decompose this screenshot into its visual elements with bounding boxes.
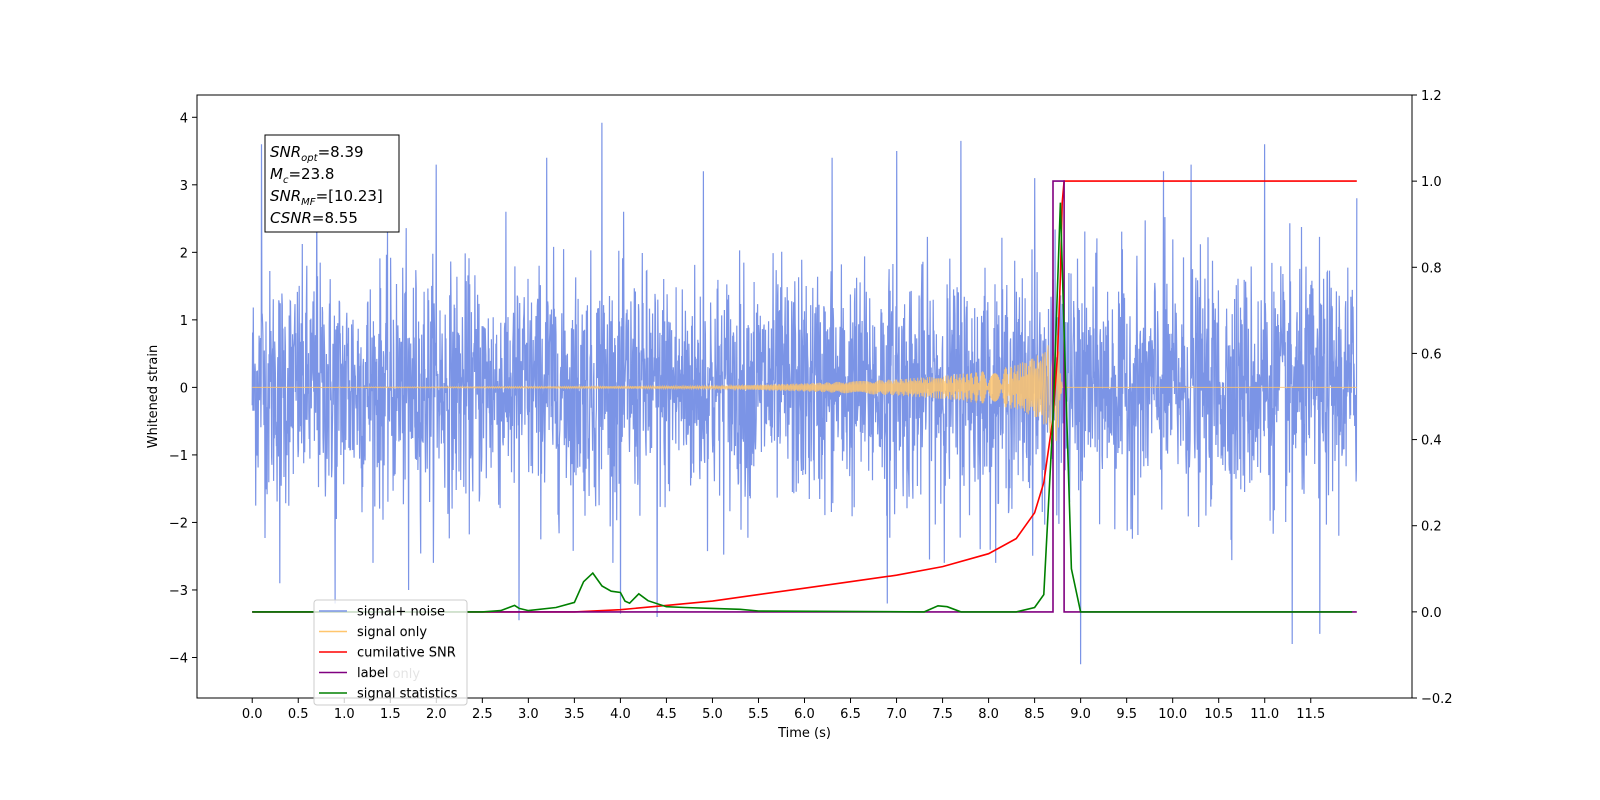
annotation-line: SNRMF=[10.23] (270, 187, 383, 208)
x-tick-label: 3.0 (518, 707, 539, 722)
y-right-tick-label: 0.4 (1421, 434, 1442, 449)
annotation-line: Mc=23.8 (270, 165, 334, 186)
legend-label: signal+ noise (357, 605, 445, 620)
y-right-tick-label: −0.2 (1421, 692, 1453, 707)
x-tick-label: 2.0 (426, 707, 447, 722)
x-tick-label: 5.0 (702, 707, 723, 722)
annotation-symbol: SNR (270, 143, 301, 161)
annotation-symbol: SNR (270, 187, 301, 205)
x-tick-label: 9.0 (1070, 707, 1091, 722)
series-signal-statistics (252, 202, 1353, 613)
y-tick-label: 2 (180, 246, 188, 261)
x-axis-label: Time (s) (777, 726, 831, 741)
x-tick-label: 4.5 (656, 707, 677, 722)
x-tick-label: 10.5 (1204, 707, 1233, 722)
x-tick-label: 6.5 (840, 707, 861, 722)
x-tick-label: 10.0 (1158, 707, 1187, 722)
y-tick-label: −3 (169, 584, 188, 599)
y-right-tick-label: 0.2 (1421, 520, 1442, 535)
y-right-tick-label: 0.0 (1421, 606, 1442, 621)
annotation-value: =8.55 (312, 209, 358, 227)
x-tick-label: 8.5 (1024, 707, 1045, 722)
series-group (251, 122, 1358, 665)
x-tick-label: 1.5 (380, 707, 401, 722)
y-right-tick-label: 0.8 (1421, 261, 1442, 276)
x-tick-label: 11.0 (1250, 707, 1279, 722)
plot-area (251, 122, 1358, 665)
y-tick-label: −2 (169, 516, 188, 531)
legend-frame (313, 599, 468, 706)
y-tick-label: −1 (169, 449, 188, 464)
annotation-value: =23.8 (288, 165, 334, 183)
legend-label: cumilative SNR (357, 646, 456, 661)
annotation-line: CSNR=8.55 (270, 209, 358, 227)
x-tick-label: 6.0 (794, 707, 815, 722)
x-tick-label: 7.5 (932, 707, 953, 722)
annotation-line: SNRopt=8.39 (270, 143, 364, 164)
series-signal-only (252, 335, 1357, 442)
x-tick-label: 3.5 (564, 707, 585, 722)
annotation-symbol: CSNR (270, 209, 312, 227)
y-right-tick-label: 1.2 (1421, 89, 1442, 104)
series-signal-noise (251, 122, 1358, 665)
x-tick-label: 8.0 (978, 707, 999, 722)
series-cumulative-snr (252, 180, 1357, 613)
annotation-value: =[10.23] (316, 187, 383, 205)
x-tick-label: 1.0 (334, 707, 355, 722)
annotation-subscript: opt (301, 153, 318, 164)
x-tick-label: 9.5 (1116, 707, 1137, 722)
y-tick-label: −4 (169, 651, 188, 666)
annotation-value: =8.39 (318, 143, 364, 161)
annotation-subscript: MF (301, 197, 316, 208)
x-tick-label: 11.5 (1296, 707, 1325, 722)
y-axis-label: Whitened strain (146, 345, 161, 448)
legend-label: label (357, 666, 388, 681)
y-right-tick-label: 1.0 (1421, 175, 1442, 190)
y-tick-label: 0 (180, 381, 188, 396)
x-tick-label: 7.0 (886, 707, 907, 722)
y-tick-label: 4 (180, 111, 188, 126)
axes: Time (s) Whitened strain 0.0 0.5 1.0 1.5 2.0… (146, 89, 1453, 741)
legend-label: signal only (357, 625, 427, 640)
annotation-frame (264, 134, 400, 233)
x-tick-label: 5.5 (748, 707, 769, 722)
y-tick-label: 3 (180, 179, 188, 194)
x-tick-label: 2.5 (472, 707, 493, 722)
x-tick-label: 0.0 (242, 707, 263, 722)
legend-label: signal statistics (357, 687, 458, 702)
annotation-subscript: c (283, 175, 289, 186)
annotation-symbol: M (270, 165, 283, 183)
x-tick-label: 0.5 (288, 707, 309, 722)
y-right-tick-label: 0.6 (1421, 347, 1442, 362)
x-tick-label: 4.0 (610, 707, 631, 722)
y-tick-label: 1 (180, 314, 188, 329)
